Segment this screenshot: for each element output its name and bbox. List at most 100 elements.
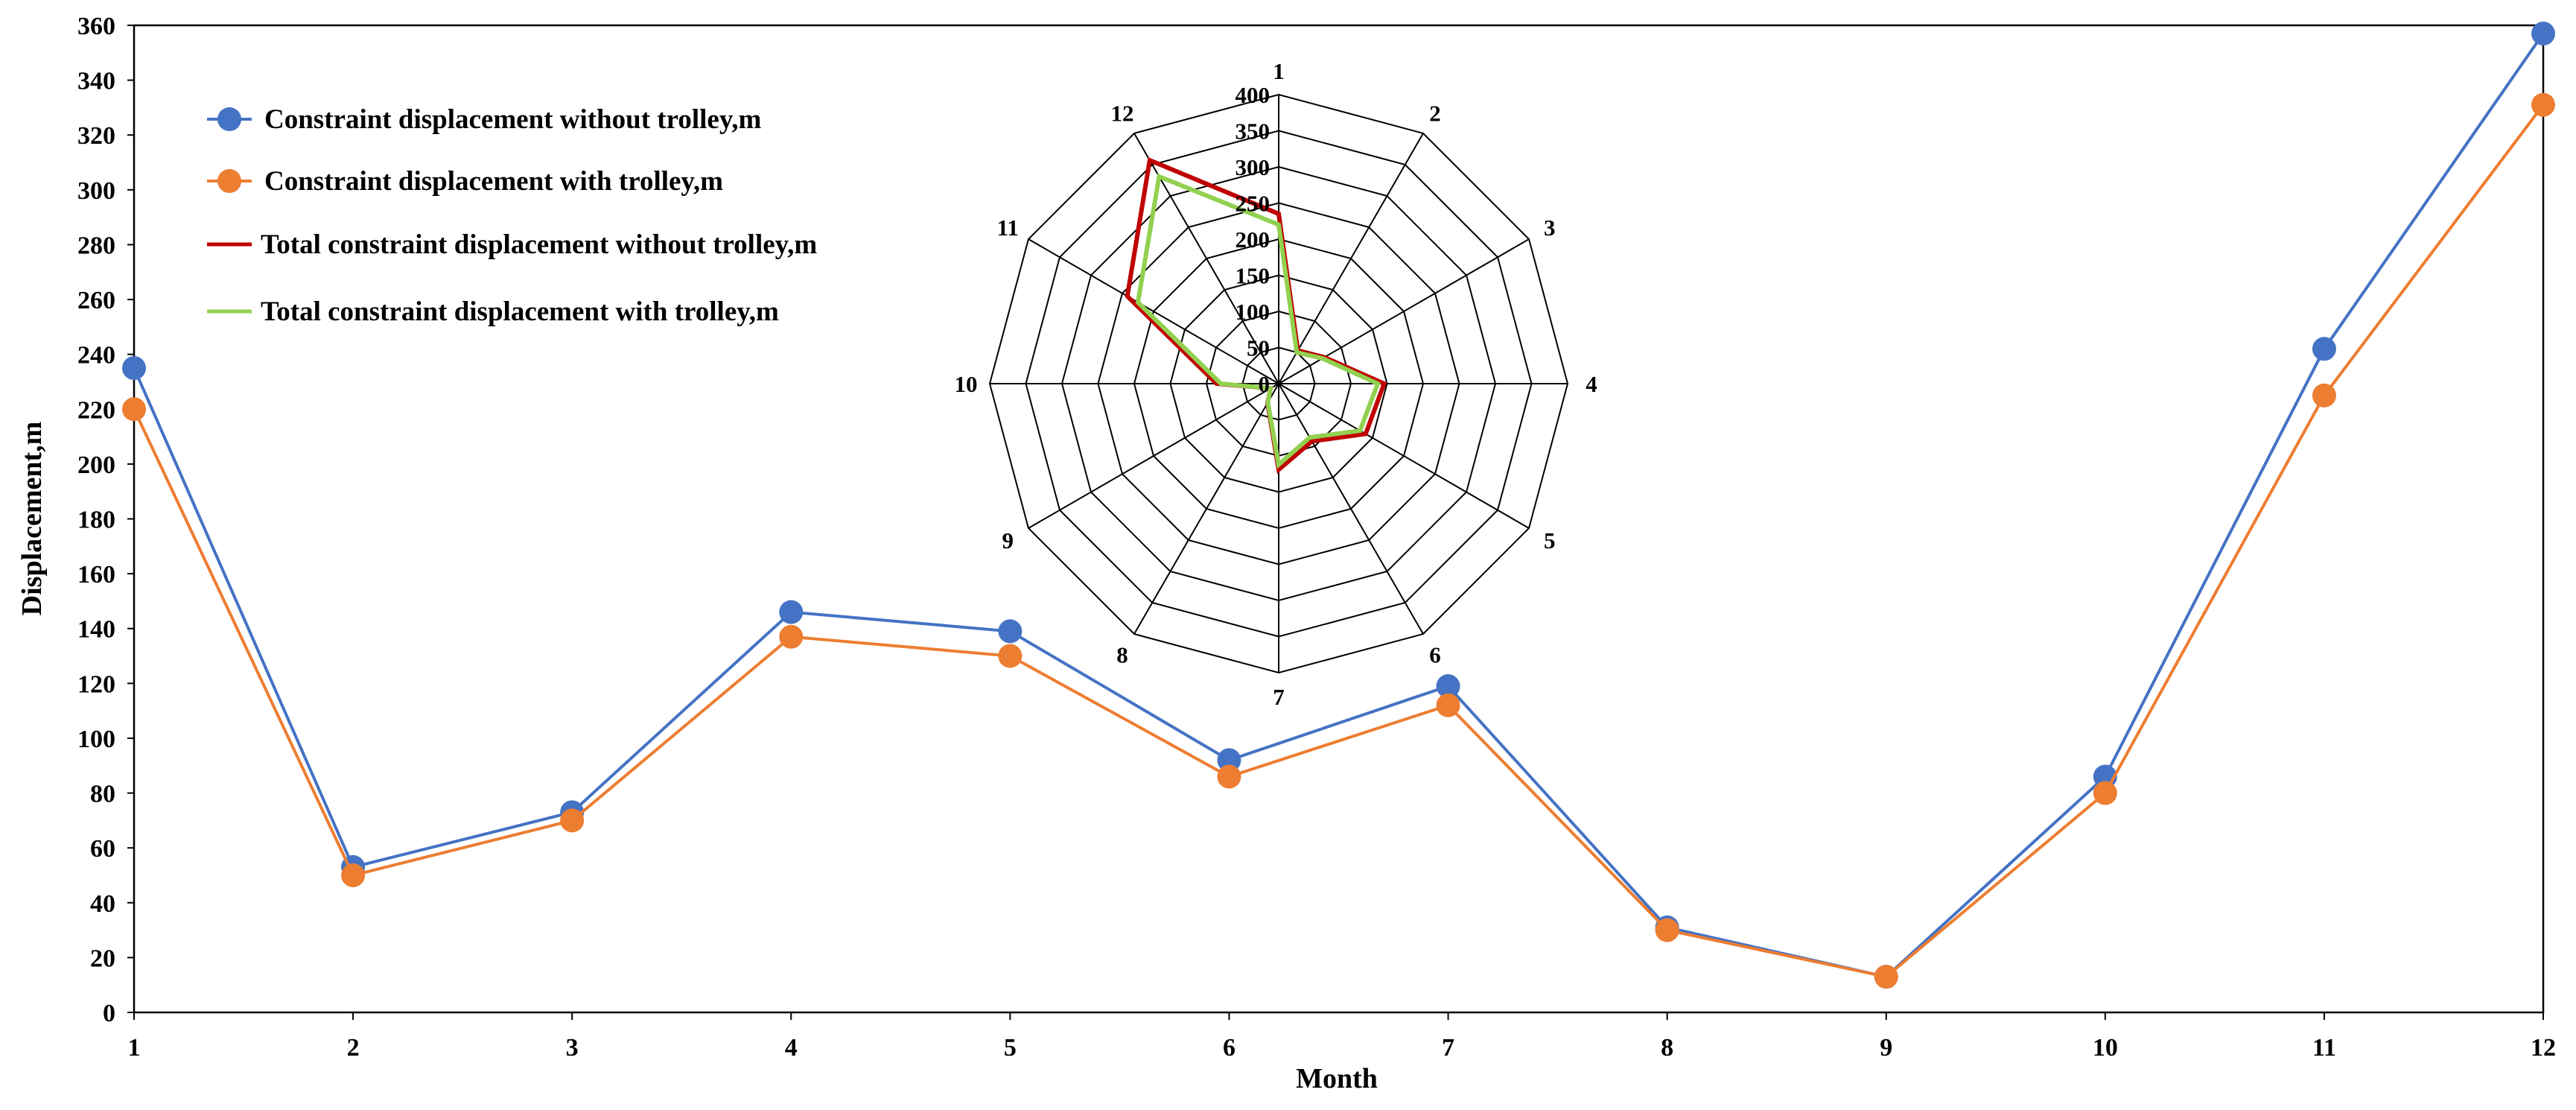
x-tick-label: 1: [128, 1034, 141, 1062]
y-tick-label: 120: [77, 670, 115, 698]
y-axis-title: Displacement,m: [16, 422, 48, 616]
legend-marker: [217, 169, 241, 193]
y-tick-label: 180: [77, 507, 115, 534]
y-tick-label: 320: [77, 122, 115, 150]
data-point: [2093, 781, 2117, 805]
series-line: [133, 104, 2545, 979]
data-point: [560, 808, 585, 833]
y-tick-label: 200: [77, 451, 115, 479]
y-tick-label: 140: [77, 616, 115, 644]
radar-category-label: 6: [1429, 642, 1441, 668]
data-point: [1874, 965, 1898, 989]
x-tick-label: 6: [1223, 1034, 1235, 1062]
radar-radial-tick-label: 300: [1235, 154, 1270, 180]
data-point: [998, 619, 1023, 644]
radar-category-label: 7: [1273, 684, 1285, 710]
data-point: [122, 356, 146, 381]
legend-label: Constraint displacement with trolley,m: [264, 166, 723, 197]
radar-series-group: [1125, 156, 1387, 475]
y-tick-label: 260: [77, 287, 115, 314]
x-tick-label: 12: [2531, 1034, 2556, 1062]
y-tick-label: 160: [77, 561, 115, 589]
radar-radial-tick-label: 200: [1235, 226, 1270, 253]
data-point: [779, 600, 804, 624]
radar-spoke: [1133, 383, 1279, 635]
line-series-group: [122, 22, 2555, 989]
x-tick-label: 9: [1880, 1034, 1892, 1062]
radar-spoke: [1028, 383, 1279, 529]
y-tick-label: 360: [77, 13, 115, 40]
data-point: [1217, 748, 1241, 773]
legend-label: Constraint displacement without trolley,…: [264, 104, 762, 135]
radar-radial-tick-label: 50: [1247, 335, 1270, 361]
y-tick-label: 280: [77, 232, 115, 259]
y-tick-label: 40: [90, 890, 115, 918]
data-point: [1436, 693, 1460, 717]
series-line: [133, 32, 2545, 979]
data-point: [2531, 22, 2555, 46]
legend-marker: [217, 107, 241, 131]
line-chart: 0204060801001201401601802002202402602803…: [16, 13, 2556, 1094]
y-tick-label: 340: [77, 68, 115, 95]
radar-category-label: 12: [1111, 100, 1134, 126]
radar-category-label: 3: [1544, 215, 1556, 241]
x-tick-label: 8: [1661, 1034, 1673, 1062]
data-point: [779, 624, 804, 649]
legend-item-total-with-trolley: Total constraint displacement with troll…: [207, 296, 779, 327]
x-tick-label: 10: [2093, 1034, 2118, 1062]
series-with-trolley: [122, 92, 2555, 989]
radar-series-total-with-trolley: [1135, 173, 1381, 469]
radar-category-label: 10: [955, 371, 978, 397]
radar-spoke: [1028, 238, 1279, 384]
y-tick-label: 100: [77, 726, 115, 753]
x-tick-label: 7: [1442, 1034, 1454, 1062]
data-point: [1217, 764, 1241, 789]
y-tick-label: 240: [77, 342, 115, 370]
radar-radial-tick-label: 100: [1235, 299, 1270, 325]
x-tick-label: 11: [2312, 1034, 2336, 1062]
data-point: [341, 863, 366, 887]
data-point: [2312, 337, 2336, 361]
radar-category-label: 8: [1116, 642, 1128, 668]
x-axis-title: Month: [1296, 1063, 1378, 1094]
y-axis-ticks: 0 20 40 60 80 100 120 140 160 180 200 220 240 260 280 3…: [77, 13, 134, 1027]
x-tick-label: 5: [1004, 1034, 1017, 1062]
radar-category-label: 1: [1273, 58, 1285, 84]
legend-item-with-trolley: Constraint displacement with trolley,m: [207, 166, 723, 197]
y-tick-label: 20: [90, 945, 115, 972]
radar-radial-tick-label: 0: [1259, 371, 1270, 397]
data-point: [1655, 918, 1679, 942]
y-tick-label: 80: [90, 781, 115, 808]
data-point: [2312, 383, 2336, 407]
data-point: [998, 644, 1023, 668]
radar-spoke: [1278, 383, 1530, 529]
legend-label: Total constraint displacement with troll…: [261, 296, 779, 327]
radar-spoke: [1278, 383, 1424, 635]
legend: Constraint displacement without trolley,…: [207, 104, 817, 327]
radar-category-label: 4: [1586, 371, 1597, 397]
data-point: [2531, 92, 2555, 117]
x-tick-label: 3: [566, 1034, 579, 1062]
legend-item-total-without-trolley: Total constraint displacement without tr…: [207, 229, 817, 260]
radar-category-label: 5: [1544, 527, 1556, 554]
legend-label: Total constraint displacement without tr…: [261, 229, 817, 260]
radar-category-label: 9: [1002, 527, 1014, 554]
radar-radial-tick-label: 250: [1235, 191, 1270, 217]
radar-radial-tick-label: 150: [1235, 263, 1270, 289]
y-tick-label: 220: [77, 396, 115, 424]
radar-category-label: 2: [1429, 100, 1441, 126]
data-point: [122, 397, 146, 422]
y-tick-label: 300: [77, 177, 115, 205]
y-tick-label: 0: [103, 1000, 115, 1027]
legend-item-without-trolley: Constraint displacement without trolley,…: [207, 104, 762, 135]
data-point: [1436, 674, 1460, 699]
radar-category-label: 11: [997, 215, 1019, 241]
x-tick-label: 4: [785, 1034, 798, 1062]
x-tick-label: 2: [347, 1034, 360, 1062]
radar-radial-tick-label: 400: [1235, 82, 1270, 108]
y-tick-label: 60: [90, 835, 115, 863]
